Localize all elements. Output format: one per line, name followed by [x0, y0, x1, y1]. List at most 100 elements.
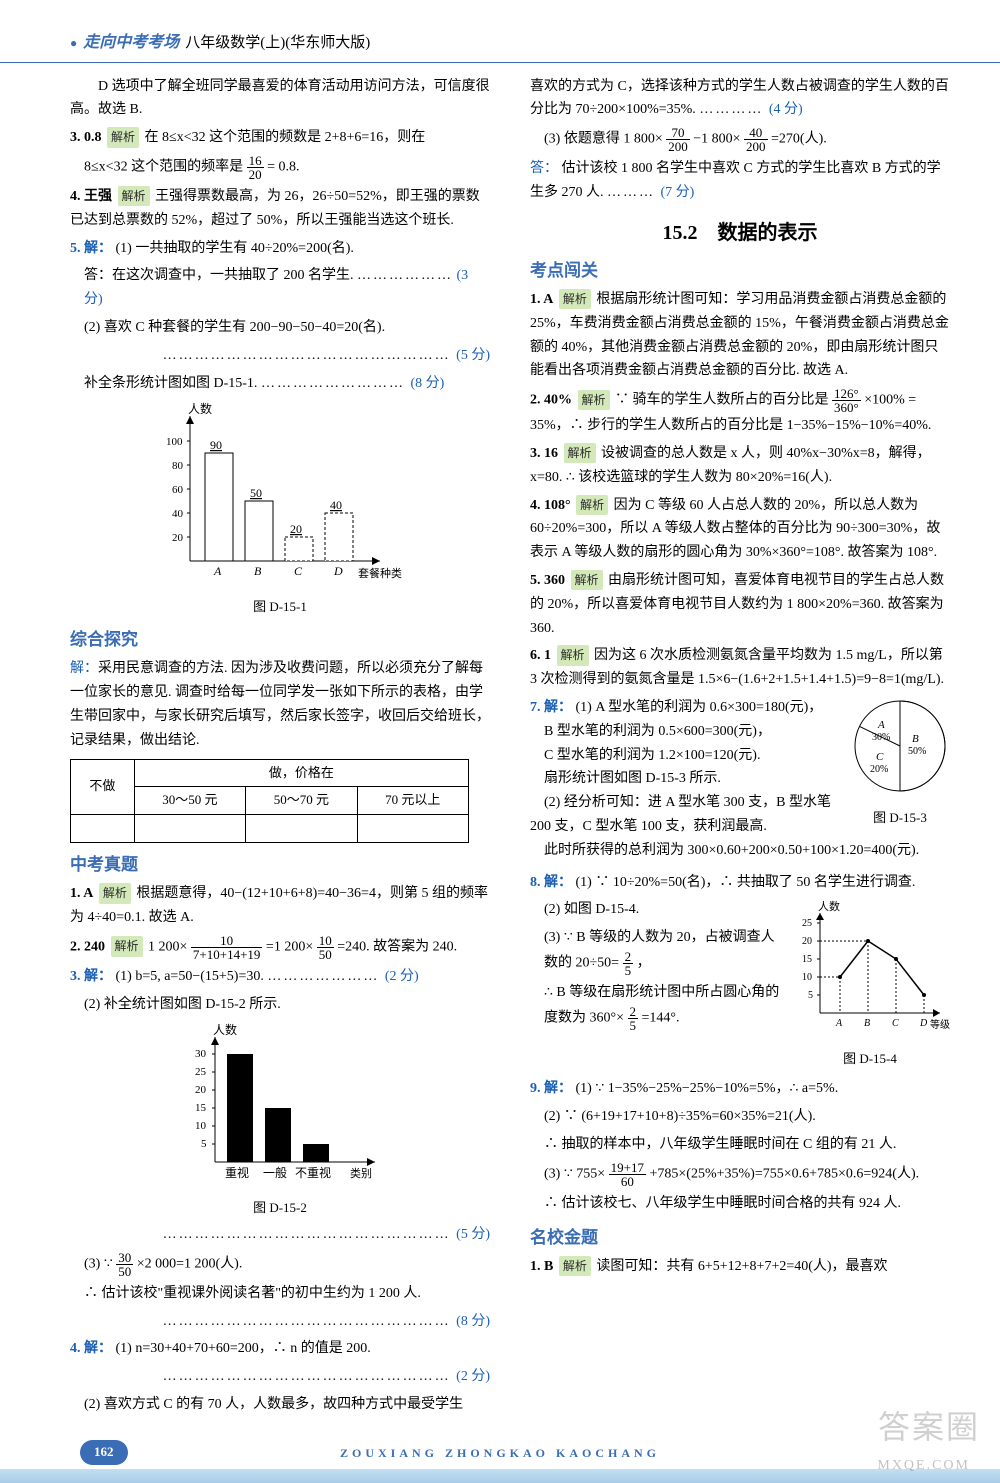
svg-text:20: 20 [802, 936, 812, 947]
kd9-frac: 19+1760 [609, 1161, 646, 1188]
zk2-c: =240. 故答案为 240. [337, 939, 457, 954]
q5-2-line: (2) 喜欢 C 种套餐的学生有 200−90−50−40=20(名). [70, 316, 490, 340]
q3-line2: 8≤x<32 这个范围的频率是 1620 = 0.8. [70, 154, 490, 181]
zk4-1: (1) n=30+40+70+60=200，∴ n 的值是 200. [116, 1341, 371, 1356]
kd7-1: (1) A 型水笔的利润为 0.6×300=180(元)， [576, 700, 823, 715]
q5-score2: (5 分) [456, 348, 490, 363]
watermark-url: MXQE.COM [877, 1455, 970, 1477]
survey-h1: 不做 [71, 759, 135, 815]
svg-text:20: 20 [172, 532, 184, 544]
cont-frac2: 40200 [744, 126, 768, 153]
svg-text:C: C [876, 751, 884, 763]
svg-text:90: 90 [210, 438, 222, 452]
chart2-caption: 图 D-15-2 [70, 1198, 490, 1219]
svg-text:一般: 一般 [263, 1165, 287, 1180]
q5-ans-line: 答：在这次调查中，一共抽取了 200 名学生. ……………… (3 分) [70, 264, 490, 312]
right-column: 喜欢的方式为 C，选择该种方式的学生人数占被调查的学生人数的百分比为 70÷20… [520, 71, 950, 1421]
pie-chart-wrap: A 30% B 50% C 20% 图 D-15-3 [850, 696, 950, 829]
kd9-3a: (3) ∵ 755× [544, 1167, 605, 1182]
zk4-score1: (2 分) [456, 1369, 490, 1384]
kd4: 4. 108° 解析 因为 C 等级 60 人占总人数的 20%，所以总人数为 … [530, 494, 950, 565]
kd9-3b: +785×(25%+35%)=755×0.6+785×0.6=924(人). [649, 1167, 919, 1182]
analysis-tag: 解析 [578, 390, 610, 410]
left-column: D 选项中了解全班同学最喜爱的体育活动用访问方法，可信度很高。故选 B. 3. … [70, 71, 500, 1421]
svg-text:A: A [877, 719, 885, 731]
svg-text:80: 80 [172, 460, 184, 472]
zh-text: 采用民意调查的方法. 因为涉及收费问题，所以必须充分了解每一位家长的意见. 调查… [70, 661, 490, 747]
svg-text:30%: 30% [872, 732, 890, 743]
svg-text:D: D [919, 1018, 928, 1029]
q5-lead: 5. 解： [70, 241, 112, 256]
kd5: 5. 360 解析 由扇形统计图可知，喜爱体育电视节目的学生占总人数的 20%，… [530, 569, 950, 640]
zk3-1: (1) b=5, a=50−(15+5)=30. [116, 969, 264, 984]
svg-text:A: A [835, 1018, 843, 1029]
zk2-frac1: 107+10+14+19 [191, 934, 263, 961]
svg-text:B: B [912, 733, 919, 745]
kd2-a: ∵ 骑车的学生人数所占的百分比是 [615, 393, 829, 408]
bar-chart-1: 人数 20 40 60 80 100 90 50 20 40 AB CD 套餐种… [150, 401, 410, 591]
kd4-lead: 4. 108° [530, 498, 571, 513]
footer-bar [0, 1469, 1000, 1483]
pie-chart: A 30% B 50% C 20% [850, 696, 950, 796]
ans-label: 答： [530, 161, 558, 176]
q5: 5. 解： (1) 一共抽取的学生有 40÷20%=200(名). [70, 237, 490, 261]
q3-lead: 3. 0.8 [70, 130, 102, 145]
svg-text:B: B [254, 564, 262, 578]
svg-text:15: 15 [802, 954, 812, 965]
analysis-tag: 解析 [99, 883, 131, 903]
line-chart-wrap: 人数 5 10 15 20 25 AB [790, 898, 950, 1069]
svg-text:20: 20 [195, 1084, 207, 1096]
svg-text:50: 50 [250, 486, 262, 500]
analysis-tag: 解析 [107, 127, 139, 147]
dots: ……………………………………………… [163, 1314, 457, 1329]
page-header: ● 走向中考考场 八年级数学(上)(华东师大版) [0, 0, 1000, 63]
kd9-2b: ∴ 抽取的样本中，八年级学生睡眠时间在 C 组的有 21 人. [530, 1133, 950, 1157]
q3: 3. 0.8 解析 在 8≤x<32 这个范围的频数是 2+8+6=16，则在 [70, 126, 490, 150]
zk3-score2-line: ……………………………………………… (5 分) [70, 1223, 490, 1247]
svg-text:25: 25 [802, 918, 812, 929]
svg-text:套餐种类: 套餐种类 [358, 566, 402, 580]
svg-text:100: 100 [166, 436, 183, 448]
zk1: 1. A 解析 根据题意得，40−(12+10+6+8)=40−36=4，则第 … [70, 882, 490, 930]
zk3-score3: (8 分) [456, 1314, 490, 1329]
kd6-lead: 6. 1 [530, 648, 551, 663]
q5-3: 补全条形统计图如图 D-15-1. [84, 376, 257, 391]
para-d-option: D 选项中了解全班同学最喜爱的体育活动用访问方法，可信度很高。故选 B. [70, 75, 490, 123]
survey-c3: 70 元以上 [357, 787, 468, 815]
section-15-2: 15.2 数据的表示 [530, 217, 950, 249]
svg-text:不重视: 不重视 [295, 1165, 331, 1180]
dots: ………………… [267, 969, 385, 984]
zk3-score2: (5 分) [456, 1227, 490, 1242]
dots: ……………………………………………… [163, 1369, 457, 1384]
kd3-lead: 3. 16 [530, 446, 558, 461]
analysis-tag: 解析 [571, 570, 603, 590]
analysis-tag: 解析 [118, 186, 150, 206]
chart1-caption: 图 D-15-1 [70, 597, 490, 618]
zk3-frac3: 3050 [116, 1251, 133, 1278]
cont-3a: (3) 依题意得 1 800× [544, 132, 663, 147]
linechart-caption: 图 D-15-4 [790, 1049, 950, 1070]
section-mingxiao: 名校金题 [530, 1224, 950, 1251]
cont-a-line: 喜欢的方式为 C，选择该种方式的学生人数占被调查的学生人数的百分比为 70÷20… [530, 75, 950, 123]
svg-text:30: 30 [195, 1048, 207, 1060]
page-footer: ZOUXIANG ZHONGKAO KAOCHANG [0, 1443, 1000, 1465]
zk3-3c: ∴ 估计该校"重视课外阅读名著"的初中生约为 1 200 人. [70, 1282, 490, 1306]
zk3-3: (3) ∵ 3050 ×2 000=1 200(人). [70, 1251, 490, 1278]
dots: ……… [607, 185, 661, 200]
cont-3c: =270(人). [771, 132, 827, 147]
analysis-tag: 解析 [559, 1256, 591, 1276]
kd7-4: 扇形统计图如图 D-15-3 所示. [530, 771, 721, 786]
kd9-3c: ∴ 估计该校七、八年级学生中睡眠时间合格的共有 924 人. [530, 1192, 950, 1216]
survey-table: 不做 做，价格在 30～50 元 50～70 元 70 元以上 [70, 759, 469, 843]
q3-body-c: = 0.8. [267, 160, 299, 175]
analysis-tag: 解析 [111, 936, 143, 956]
zk4-2: (2) 喜欢方式 C 的有 70 人，人数最多，故四种方式中最受学生 [70, 1393, 490, 1417]
q4-lead: 4. 王强 [70, 189, 112, 204]
survey-h2: 做，价格在 [134, 759, 468, 787]
section-kaodian: 考点闯关 [530, 257, 950, 284]
zk4-lead: 4. 解： [70, 1341, 112, 1356]
q5-ans: 答：在这次调查中，一共抽取了 200 名学生. [84, 268, 354, 283]
q5-2: (2) 喜欢 C 种套餐的学生有 200−90−50−40=20(名). [84, 320, 385, 335]
analysis-tag: 解析 [576, 495, 608, 515]
dots: ……………………… [261, 376, 411, 391]
